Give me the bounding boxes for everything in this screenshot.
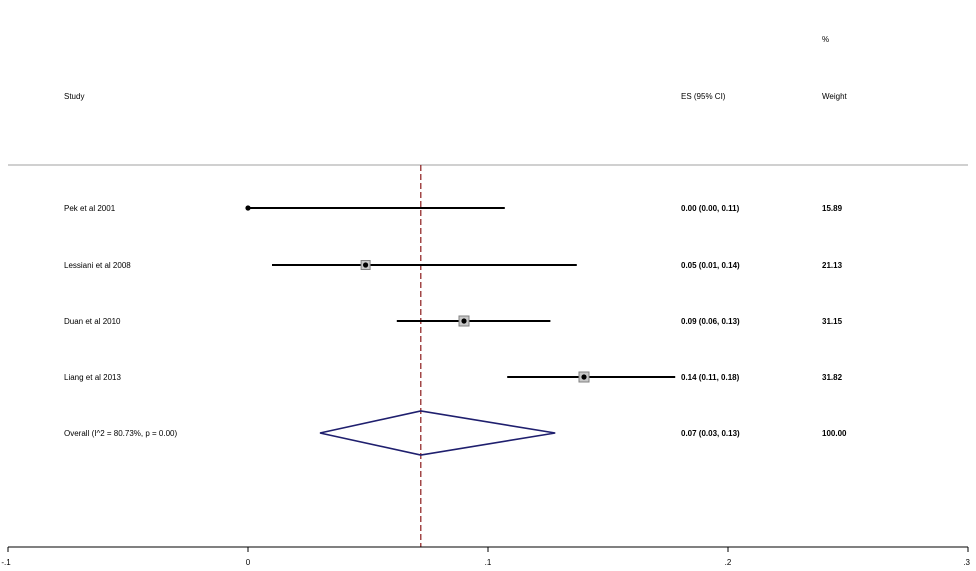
study-header: Study bbox=[64, 92, 84, 101]
study-row: Duan et al 2010 0.09 (0.06, 0.13) 31.15 bbox=[64, 315, 843, 327]
x-tick-label: .2 bbox=[725, 558, 732, 567]
weight-label: 21.13 bbox=[822, 261, 843, 270]
x-tick-label: -.1 bbox=[1, 558, 11, 567]
point-estimate-marker bbox=[461, 318, 467, 324]
overall-weight-label: 100.00 bbox=[822, 429, 847, 438]
effect-size-ci-label: 0.09 (0.06, 0.13) bbox=[681, 317, 740, 326]
weight-header-percent: % bbox=[822, 35, 829, 44]
effect-size-ci-label: 0.05 (0.01, 0.14) bbox=[681, 261, 740, 270]
study-row: Lessiani et al 2008 0.05 (0.01, 0.14) 21.1… bbox=[64, 260, 843, 270]
effect-size-ci-label: 0.14 (0.11, 0.18) bbox=[681, 373, 740, 382]
study-row: Liang et al 2013 0.14 (0.11, 0.18) 31.82 bbox=[64, 371, 843, 383]
point-estimate-marker bbox=[245, 205, 251, 211]
study-name: Lessiani et al 2008 bbox=[64, 261, 131, 270]
point-estimate-marker bbox=[581, 374, 587, 380]
x-tick-label: .3 bbox=[963, 558, 970, 567]
x-axis: -.1 0 .1 .2 .3 bbox=[1, 546, 971, 567]
overall-row: Overall (I^2 = 80.73%, p = 0.00) 0.07 (0.… bbox=[64, 410, 847, 456]
weight-label: 31.82 bbox=[822, 373, 843, 382]
weight-label: 31.15 bbox=[822, 317, 843, 326]
weight-header: Weight bbox=[822, 92, 848, 101]
study-name: Pek et al 2001 bbox=[64, 204, 116, 213]
es-header: ES (95% CI) bbox=[681, 92, 726, 101]
header: Study ES (95% CI) % Weight bbox=[64, 35, 848, 101]
study-name: Liang et al 2013 bbox=[64, 373, 121, 382]
study-row: Pek et al 2001 0.00 (0.00, 0.11) 15.89 bbox=[64, 204, 843, 213]
effect-size-ci-label: 0.00 (0.00, 0.11) bbox=[681, 204, 740, 213]
weight-label: 15.89 bbox=[822, 204, 843, 213]
point-estimate-marker bbox=[363, 262, 369, 268]
overall-diamond bbox=[319, 410, 556, 456]
x-tick-label: 0 bbox=[246, 558, 251, 567]
overall-effect-size-ci-label: 0.07 (0.03, 0.13) bbox=[681, 429, 740, 438]
x-tick-label: .1 bbox=[485, 558, 492, 567]
overall-label: Overall (I^2 = 80.73%, p = 0.00) bbox=[64, 429, 177, 438]
study-name: Duan et al 2010 bbox=[64, 317, 121, 326]
study-rows: Pek et al 2001 0.00 (0.00, 0.11) 15.89 Less… bbox=[64, 204, 843, 383]
